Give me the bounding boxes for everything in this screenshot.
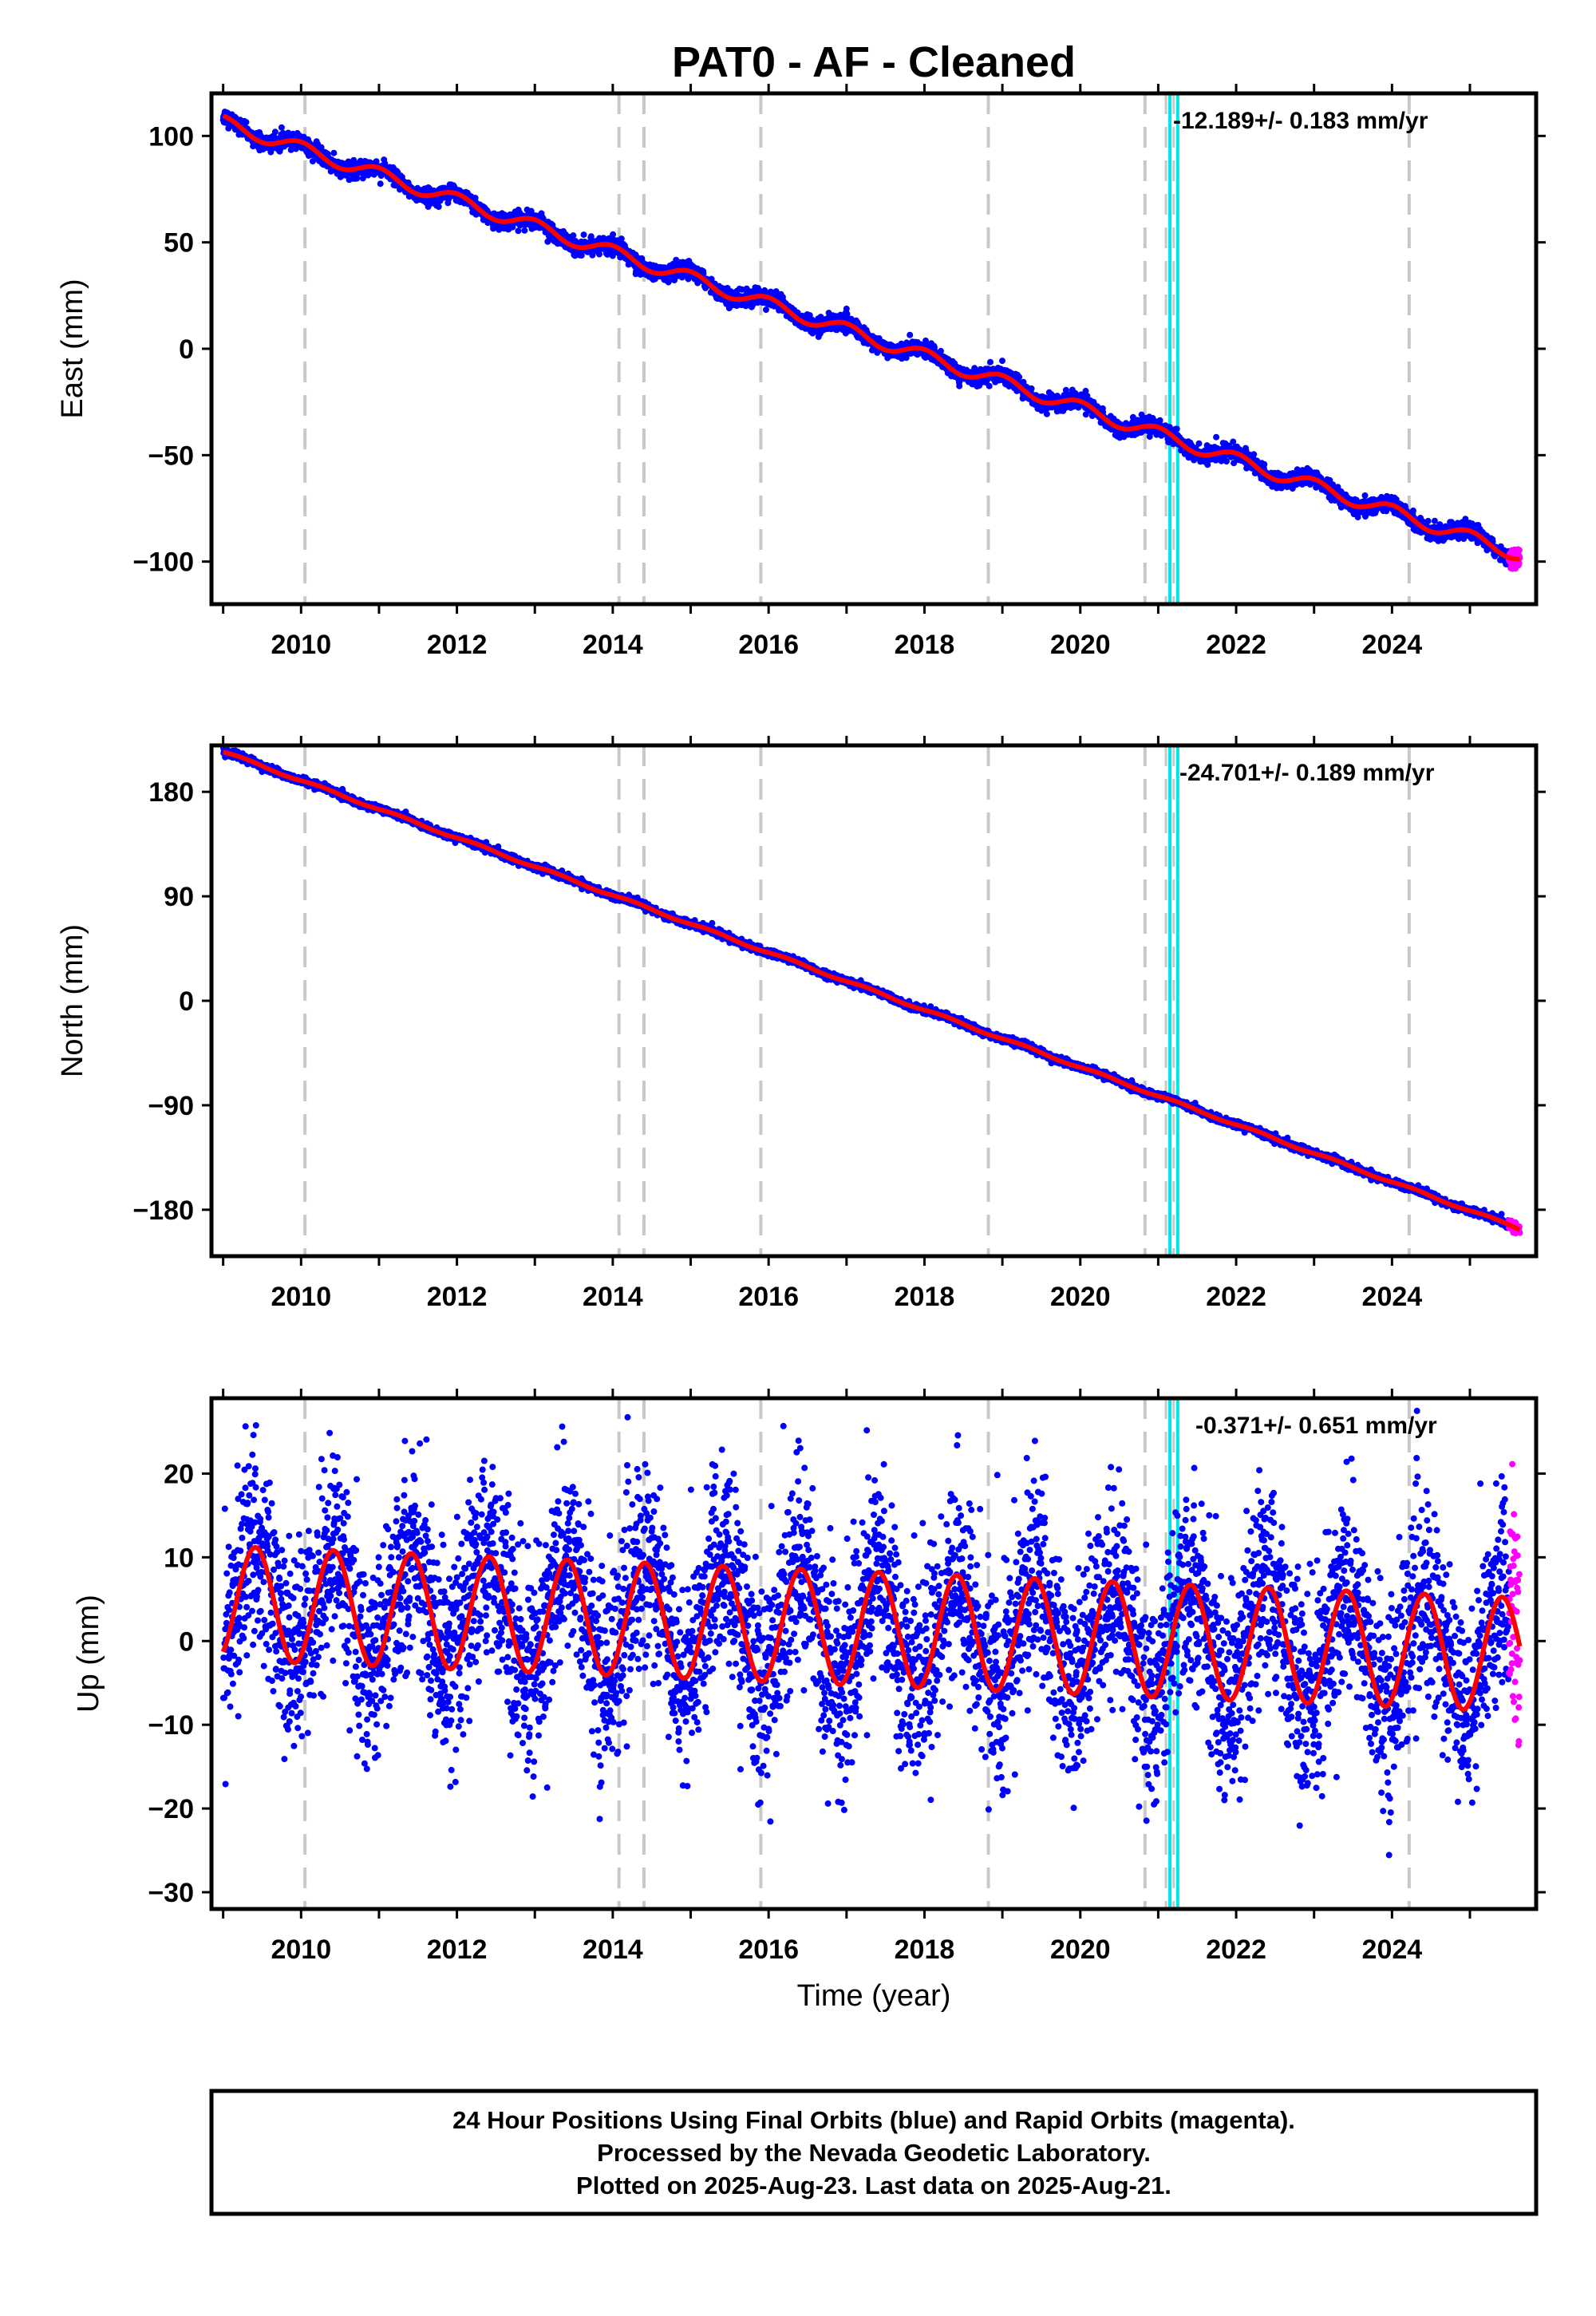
east-rate-label: -12.189+/- 0.183 mm/yr [1173,108,1428,134]
east-x-tick-label: 2016 [738,630,799,660]
east-x-tick-label: 2024 [1362,630,1423,660]
up-y-tick-label: 0 [179,1626,194,1657]
north-y-tick-label: 0 [179,986,194,1017]
footer-box [209,2089,1539,2216]
up-model-curve [220,1544,1523,1712]
north-rate-label: -24.701+/- 0.189 mm/yr [1179,760,1435,786]
up-y-axis-label: Up (mm) [72,1595,105,1713]
north-x-tick-label: 2014 [583,1282,643,1312]
east-y-tick-label: −50 [148,441,194,471]
east-y-axis-label: East (mm) [56,279,89,418]
up-y-tick-label: 10 [164,1543,194,1573]
up-y-tick-label: 20 [164,1459,194,1489]
north-x-tick-label: 2020 [1050,1282,1111,1312]
east-x-tick-label: 2010 [271,630,331,660]
north-y-axis-label: North (mm) [56,924,89,1077]
east-model-curve [222,113,1520,562]
up-final-orbit-points [219,1407,1512,1859]
figure-title: PAT0 - AF - Cleaned [672,38,1076,86]
east-y-tick-label: 0 [179,334,194,365]
north-y-tick-label: 180 [148,777,194,808]
up-x-tick-label: 2024 [1362,1935,1423,1965]
north-x-tick-label: 2022 [1206,1282,1266,1312]
up-panel: -0.371+/- 0.651 mm/yr Up (mm) 20100−10−2… [72,1389,1546,1965]
north-x-tick-label: 2024 [1362,1282,1423,1312]
north-x-tick-label: 2012 [427,1282,488,1312]
up-frame [209,1396,1539,1911]
north-x-tick-label: 2010 [271,1282,331,1312]
north-panel: -24.701+/- 0.189 mm/yr North (mm) 180 90 0… [56,736,1546,1312]
east-y-tick-label: 100 [148,121,194,152]
east-y-tick-label: 50 [164,228,194,259]
footer-line-2: Processed by the Nevada Geodetic Laborat… [597,2139,1151,2167]
up-x-tick-label: 2010 [271,1935,331,1965]
up-rapid-orbit-points [1505,1460,1523,1749]
up-x-tick-label: 2016 [738,1935,799,1965]
up-rate-label: -0.371+/- 0.651 mm/yr [1195,1413,1437,1439]
up-x-tick-label: 2022 [1206,1935,1266,1965]
x-axis-label: Time (year) [797,1979,951,2013]
north-plot-area [219,745,1523,1256]
up-x-tick-label: 2020 [1050,1935,1111,1965]
up-y-tick-label: −10 [148,1710,194,1741]
footer-line-1: 24 Hour Positions Using Final Orbits (bl… [452,2106,1295,2134]
east-x-tick-label: 2014 [583,630,643,660]
east-x-tick-label: 2012 [427,630,488,660]
north-y-tick-label: −180 [132,1196,194,1226]
east-panel: -12.189+/- 0.183 mm/yr East (mm) 100 50 0 −… [56,84,1546,660]
north-x-tick-label: 2016 [738,1282,799,1312]
up-x-tick-label: 2018 [895,1935,955,1965]
north-x-tick-label: 2018 [895,1282,955,1312]
up-plot-area [219,1398,1523,1909]
up-y-tick-label: −20 [148,1794,194,1824]
east-plot-area [219,93,1523,604]
east-y-tick-label: −100 [132,547,194,578]
footer-line-3: Plotted on 2025-Aug-23. Last data on 202… [576,2172,1171,2199]
up-x-tick-label: 2012 [427,1935,488,1965]
east-x-tick-label: 2020 [1050,630,1111,660]
north-y-tick-label: −90 [148,1091,194,1121]
up-x-tick-label: 2014 [583,1935,643,1965]
east-x-tick-label: 2022 [1206,630,1266,660]
up-y-tick-label: −30 [148,1878,194,1908]
north-y-tick-label: 90 [164,882,194,912]
north-model-curve [222,749,1521,1232]
east-x-tick-label: 2018 [895,630,955,660]
